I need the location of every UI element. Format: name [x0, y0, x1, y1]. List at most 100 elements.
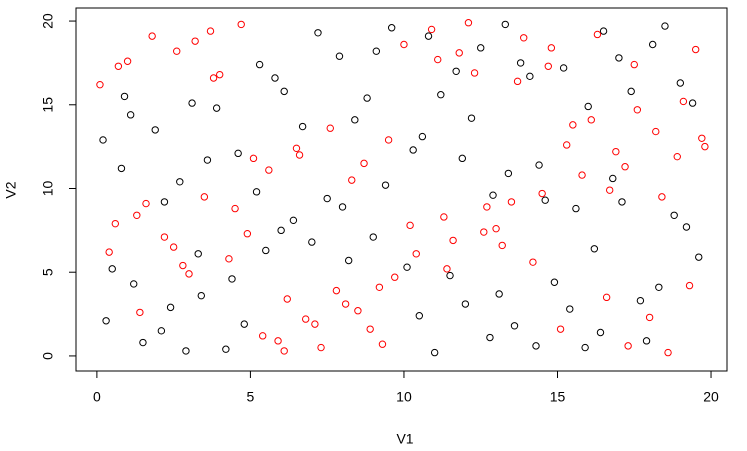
x-tick-label: 10 [396, 389, 412, 405]
point [197, 291, 205, 300]
point [295, 151, 304, 159]
point [467, 114, 476, 122]
point [209, 74, 218, 82]
point [200, 193, 209, 201]
point [590, 245, 599, 253]
point [547, 44, 556, 52]
point [96, 80, 104, 89]
point [513, 77, 522, 86]
point [676, 79, 685, 87]
point [400, 40, 408, 49]
point [446, 271, 454, 280]
point [526, 72, 534, 81]
point [360, 159, 368, 168]
point [188, 99, 196, 107]
point [166, 303, 175, 312]
point [507, 198, 516, 206]
point [314, 29, 322, 37]
point [455, 49, 463, 57]
point [412, 250, 420, 258]
point [366, 325, 374, 333]
point [461, 300, 470, 308]
point [259, 332, 267, 340]
point [222, 345, 230, 353]
point [556, 325, 565, 333]
point [504, 169, 513, 178]
point [510, 322, 519, 330]
point [262, 246, 270, 255]
point [228, 275, 236, 283]
point [572, 204, 580, 213]
point [418, 132, 427, 141]
point [341, 300, 350, 308]
x-tick-label: 0 [93, 389, 101, 405]
y-tick-label: 10 [40, 180, 56, 196]
point [596, 328, 605, 337]
point [498, 241, 506, 250]
point [102, 317, 110, 325]
point [627, 87, 635, 96]
point [501, 20, 509, 29]
plot-box [75, 7, 728, 372]
point [169, 243, 178, 251]
point [406, 221, 414, 230]
point [99, 136, 107, 144]
point [387, 24, 396, 32]
point [648, 40, 657, 49]
point [123, 57, 132, 65]
point [492, 224, 500, 233]
point [108, 265, 116, 273]
point [403, 263, 411, 271]
point [237, 20, 245, 29]
point [249, 154, 258, 163]
point [372, 47, 381, 55]
point [486, 333, 494, 342]
point [255, 60, 264, 69]
point [378, 340, 387, 348]
point [652, 127, 660, 136]
point [231, 204, 239, 213]
point [216, 70, 224, 79]
point [289, 216, 298, 225]
point [381, 181, 390, 189]
point [271, 74, 279, 82]
point [111, 219, 120, 228]
point [384, 136, 393, 144]
y-tick-label: 0 [40, 352, 56, 360]
point [470, 69, 479, 77]
point [332, 286, 341, 295]
point [391, 273, 399, 281]
point [535, 161, 543, 169]
point [664, 348, 672, 357]
point [550, 278, 559, 286]
point [483, 203, 491, 211]
point [633, 106, 642, 114]
point [578, 171, 586, 179]
point [142, 199, 150, 208]
point [682, 223, 691, 231]
point [655, 283, 663, 291]
point [532, 342, 540, 350]
point [323, 194, 331, 203]
point [698, 134, 706, 142]
point [369, 233, 377, 241]
point [415, 312, 424, 320]
y-axis-label: V2 [3, 181, 19, 198]
point [136, 308, 144, 317]
point [612, 147, 620, 156]
point [130, 280, 138, 288]
point [661, 22, 669, 30]
point [363, 94, 371, 102]
point [538, 189, 546, 198]
point [126, 111, 135, 119]
point [277, 226, 285, 235]
point [685, 281, 694, 290]
point [225, 255, 233, 263]
point [234, 149, 242, 158]
point [206, 27, 215, 35]
x-axis-label: V1 [396, 431, 413, 447]
point [541, 196, 549, 204]
y-tick-label: 5 [40, 268, 56, 276]
point [194, 250, 202, 258]
point [354, 307, 362, 315]
